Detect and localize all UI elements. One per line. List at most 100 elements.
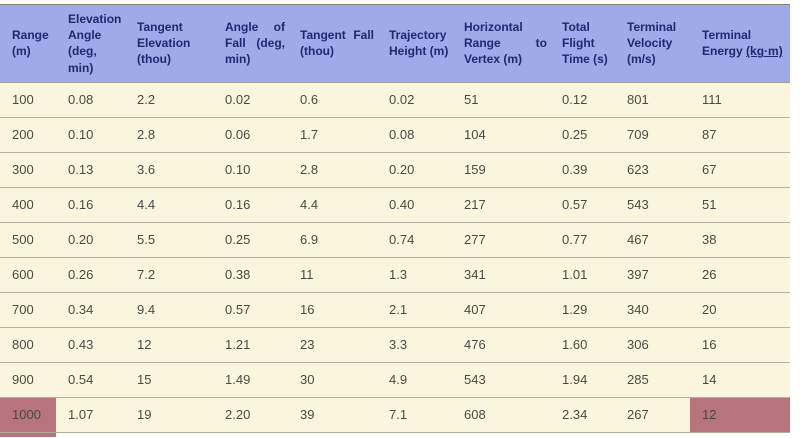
cell-elevation-angle: 0.20: [56, 222, 125, 258]
cell-trajectory-height: 3.3: [377, 327, 452, 363]
cell-total-flight-time: 0.25: [550, 117, 615, 153]
column-header-horizontal-range-to-vertex: Horizontal Range to Vertex (m): [452, 4, 550, 83]
column-header-angle-of-fall: Angle of Fall (deg, min): [213, 4, 288, 83]
table-body: 100 0.08 2.2 0.02 0.6 0.02 51 0.12 801 111 200 0.10…: [0, 82, 790, 433]
column-header-trajectory-height: Trajectory Height (m): [377, 4, 452, 83]
cell-total-flight-time: 0.77: [550, 222, 615, 258]
cell-range: 300: [0, 152, 56, 188]
cell-trajectory-height: 0.02: [377, 82, 452, 118]
cell-tangent-elevation: 12: [125, 327, 213, 363]
cell-angle-of-fall: 0.25: [213, 222, 288, 258]
cell-tangent-fall: 23: [288, 327, 377, 363]
cell-terminal-energy: 51: [690, 187, 790, 223]
cell-tangent-elevation: 9.4: [125, 292, 213, 328]
table-row: 400 0.16 4.4 0.16 4.4 0.40 217 0.57 543 51: [0, 187, 790, 223]
cell-horizontal-range-to-vertex: 476: [452, 327, 550, 363]
cell-tangent-fall: 30: [288, 362, 377, 398]
cell-trajectory-height: 0.08: [377, 117, 452, 153]
cell-terminal-energy: 14: [690, 362, 790, 398]
cell-total-flight-time: 1.60: [550, 327, 615, 363]
table-row: 200 0.10 2.8 0.06 1.7 0.08 104 0.25 709 87: [0, 117, 790, 153]
cell-elevation-angle: 0.34: [56, 292, 125, 328]
cell-elevation-angle: 0.13: [56, 152, 125, 188]
cell-tangent-elevation: 2.8: [125, 117, 213, 153]
cell-tangent-elevation: 4.4: [125, 187, 213, 223]
cell-terminal-velocity: 709: [615, 117, 690, 153]
terminal-energy-unit-link[interactable]: (kg·m): [746, 44, 783, 59]
cell-angle-of-fall: 1.49: [213, 362, 288, 398]
column-header-tangent-fall: Tangent Fall (thou): [288, 4, 377, 83]
cell-terminal-energy: 12: [690, 397, 790, 433]
cell-elevation-angle: 1.07: [56, 397, 125, 433]
cell-total-flight-time: 2.34: [550, 397, 615, 433]
cell-horizontal-range-to-vertex: 341: [452, 257, 550, 293]
cell-total-flight-time: 0.39: [550, 152, 615, 188]
cell-tangent-fall: 1.7: [288, 117, 377, 153]
cell-elevation-angle: 0.54: [56, 362, 125, 398]
cell-elevation-angle: 0.08: [56, 82, 125, 118]
cell-terminal-energy: 111: [690, 82, 790, 118]
cell-total-flight-time: 0.57: [550, 187, 615, 223]
cell-horizontal-range-to-vertex: 51: [452, 82, 550, 118]
column-header-elevation-angle: Elevation Angle (deg, min): [56, 4, 125, 83]
cell-terminal-energy: 38: [690, 222, 790, 258]
column-header-terminal-velocity: Terminal Velocity (m/s): [615, 4, 690, 83]
cell-tangent-elevation: 7.2: [125, 257, 213, 293]
cell-range: 500: [0, 222, 56, 258]
cell-angle-of-fall: 0.57: [213, 292, 288, 328]
cell-horizontal-range-to-vertex: 104: [452, 117, 550, 153]
cell-terminal-velocity: 543: [615, 187, 690, 223]
cell-range: 900: [0, 362, 56, 398]
cell-tangent-fall: 16: [288, 292, 377, 328]
cell-trajectory-height: 0.74: [377, 222, 452, 258]
cell-range: 700: [0, 292, 56, 328]
cell-tangent-elevation: 19: [125, 397, 213, 433]
column-header-range: Range (m): [0, 4, 56, 83]
cell-terminal-energy: 87: [690, 117, 790, 153]
cell-horizontal-range-to-vertex: 159: [452, 152, 550, 188]
cell-trajectory-height: 4.9: [377, 362, 452, 398]
table-row: 300 0.13 3.6 0.10 2.8 0.20 159 0.39 623 67: [0, 152, 790, 188]
cell-terminal-velocity: 306: [615, 327, 690, 363]
table-row: 700 0.34 9.4 0.57 16 2.1 407 1.29 340 20: [0, 292, 790, 328]
cell-angle-of-fall: 0.10: [213, 152, 288, 188]
header-row: Range (m) Elevation Angle (deg, min) Tan…: [0, 4, 790, 83]
cell-terminal-velocity: 467: [615, 222, 690, 258]
cell-total-flight-time: 1.29: [550, 292, 615, 328]
table-row: 800 0.43 12 1.21 23 3.3 476 1.60 306 16: [0, 327, 790, 363]
table-header: Range (m) Elevation Angle (deg, min) Tan…: [0, 4, 790, 83]
cell-tangent-elevation: 15: [125, 362, 213, 398]
cell-trajectory-height: 2.1: [377, 292, 452, 328]
table-row: 100 0.08 2.2 0.02 0.6 0.02 51 0.12 801 111: [0, 82, 790, 118]
cell-horizontal-range-to-vertex: 407: [452, 292, 550, 328]
cell-terminal-velocity: 267: [615, 397, 690, 433]
cell-tangent-fall: 6.9: [288, 222, 377, 258]
cell-terminal-velocity: 623: [615, 152, 690, 188]
cell-tangent-fall: 11: [288, 257, 377, 293]
cell-terminal-velocity: 801: [615, 82, 690, 118]
cell-elevation-angle: 0.43: [56, 327, 125, 363]
ballistics-table: Range (m) Elevation Angle (deg, min) Tan…: [0, 4, 790, 433]
cell-range: 400: [0, 187, 56, 223]
cell-horizontal-range-to-vertex: 543: [452, 362, 550, 398]
cell-terminal-velocity: 340: [615, 292, 690, 328]
terminal-energy-label: Terminal Energy: [702, 28, 752, 59]
cell-tangent-elevation: 2.2: [125, 82, 213, 118]
table-row: 900 0.54 15 1.49 30 4.9 543 1.94 285 14: [0, 362, 790, 398]
cell-horizontal-range-to-vertex: 217: [452, 187, 550, 223]
cell-terminal-energy: 20: [690, 292, 790, 328]
cell-range: 800: [0, 327, 56, 363]
cell-angle-of-fall: 0.38: [213, 257, 288, 293]
table-row: 500 0.20 5.5 0.25 6.9 0.74 277 0.77 467 38: [0, 222, 790, 258]
cell-angle-of-fall: 1.21: [213, 327, 288, 363]
cell-range: 200: [0, 117, 56, 153]
cell-elevation-angle: 0.16: [56, 187, 125, 223]
cell-tangent-fall: 4.4: [288, 187, 377, 223]
cell-tangent-elevation: 5.5: [125, 222, 213, 258]
cell-tangent-fall: 0.6: [288, 82, 377, 118]
cell-trajectory-height: 1.3: [377, 257, 452, 293]
column-header-terminal-energy: Terminal Energy (kg·m): [690, 4, 790, 83]
cell-elevation-angle: 0.26: [56, 257, 125, 293]
cell-total-flight-time: 0.12: [550, 82, 615, 118]
